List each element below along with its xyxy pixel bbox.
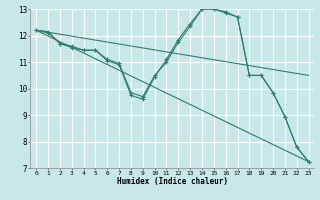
X-axis label: Humidex (Indice chaleur): Humidex (Indice chaleur) bbox=[117, 177, 228, 186]
